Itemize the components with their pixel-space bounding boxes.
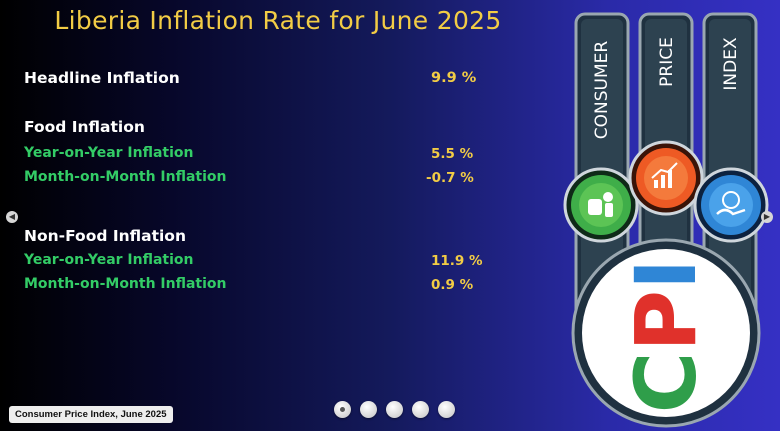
nonfood-yoy-label: Year-on-Year Inflation <box>24 252 194 268</box>
arrow-right-icon: ▶ <box>763 212 771 221</box>
arrow-left-icon: ◀ <box>8 212 16 221</box>
nonfood-yoy-value: 11.9 % <box>431 253 483 269</box>
column-index-label: INDEX <box>721 37 741 91</box>
hand-money-icon <box>693 167 769 243</box>
prev-slide-button[interactable]: ◀ <box>6 211 18 223</box>
carousel-dot[interactable] <box>438 401 455 418</box>
nonfood-mom-label: Month-on-Month Inflation <box>24 276 227 292</box>
carousel-pagination <box>334 401 455 418</box>
headline-inflation-value: 9.9 % <box>431 70 477 86</box>
food-inflation-heading: Food Inflation <box>24 118 145 136</box>
slide-caption: Consumer Price Index, June 2025 <box>9 406 173 423</box>
food-yoy-label: Year-on-Year Inflation <box>24 145 194 161</box>
headline-inflation-label: Headline Inflation <box>24 69 180 87</box>
nonfood-inflation-heading: Non-Food Inflation <box>24 227 186 245</box>
carousel-dot[interactable] <box>334 401 351 418</box>
cpi-logo-text: CPI <box>617 259 715 414</box>
cpi-logo-circle: CPI <box>571 238 761 428</box>
column-consumer-label: CONSUMER <box>592 41 612 140</box>
cpi-graphic: CONSUMER PRICE INDEX CPI <box>563 12 769 428</box>
food-mom-label: Month-on-Month Inflation <box>24 169 227 185</box>
food-yoy-value: 5.5 % <box>431 146 474 162</box>
food-mom-value: -0.7 % <box>426 170 474 186</box>
price-chart-icon <box>628 140 704 216</box>
nonfood-mom-value: 0.9 % <box>431 277 474 293</box>
carousel-dot[interactable] <box>412 401 429 418</box>
consumer-icon <box>563 167 639 243</box>
column-price-label: PRICE <box>657 37 677 87</box>
carousel-dot[interactable] <box>386 401 403 418</box>
carousel-dot[interactable] <box>360 401 377 418</box>
next-slide-button[interactable]: ▶ <box>761 211 773 223</box>
slide-title: Liberia Inflation Rate for June 2025 <box>54 6 502 35</box>
